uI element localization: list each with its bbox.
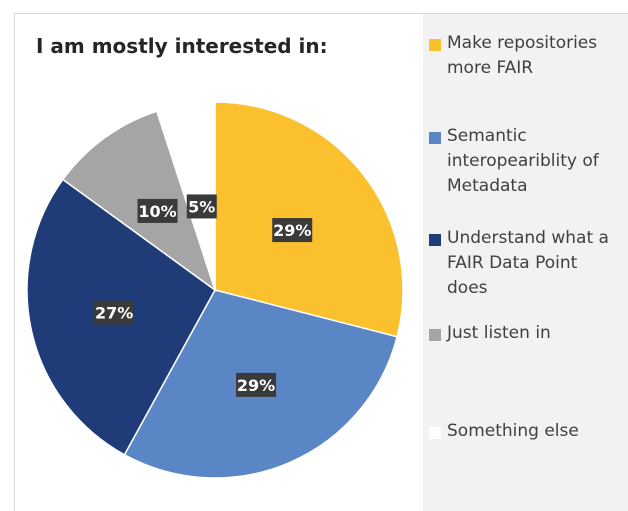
legend-panel: [423, 14, 628, 511]
data-label-box: [236, 372, 277, 397]
data-label-make-repositories: 29%: [272, 218, 313, 243]
legend-label: Understand what a FAIR Data Point does: [447, 228, 609, 298]
chart-border-left: [14, 13, 15, 511]
data-label-text: 29%: [237, 376, 275, 395]
legend-label: Just listen in: [447, 323, 551, 343]
data-label-text: 5%: [188, 197, 215, 216]
legend-item-semantic-interoperability: Semantic interopeariblity of Metadata: [429, 124, 623, 199]
legend-item-make-repositories: Make repositories more FAIR: [429, 31, 623, 81]
data-label-box: [137, 198, 178, 223]
legend-swatch: [429, 132, 441, 144]
data-label-just-listen: 10%: [137, 198, 178, 223]
legend-swatch: [429, 39, 441, 51]
data-label-box: [94, 300, 135, 325]
legend-item-fair-data-point: Understand what a FAIR Data Point does: [429, 226, 623, 301]
legend-label: Make repositories more FAIR: [447, 33, 598, 78]
data-label-something-else: 5%: [186, 194, 217, 219]
pie-slice-something-else: [155, 101, 216, 291]
legend-swatch: [429, 427, 441, 439]
legend-swatch: [429, 329, 441, 341]
legend-swatch: [429, 234, 441, 246]
data-label-text: 29%: [273, 221, 311, 240]
chart-title: I am mostly interested in:: [36, 34, 328, 58]
legend-item-just-listen: Just listen in: [429, 321, 623, 346]
data-label-box: [186, 194, 217, 219]
data-label-semantic-interoperability: 29%: [236, 372, 277, 397]
data-label-box: [272, 218, 313, 243]
data-label-fair-data-point: 27%: [94, 300, 135, 325]
chart-border-top: [14, 13, 628, 14]
legend-label: Semantic interopeariblity of Metadata: [447, 126, 599, 196]
legend-item-something-else: Something else: [429, 419, 623, 444]
legend-label: Something else: [447, 421, 579, 441]
data-label-text: 10%: [138, 202, 176, 221]
data-label-text: 27%: [95, 304, 133, 323]
